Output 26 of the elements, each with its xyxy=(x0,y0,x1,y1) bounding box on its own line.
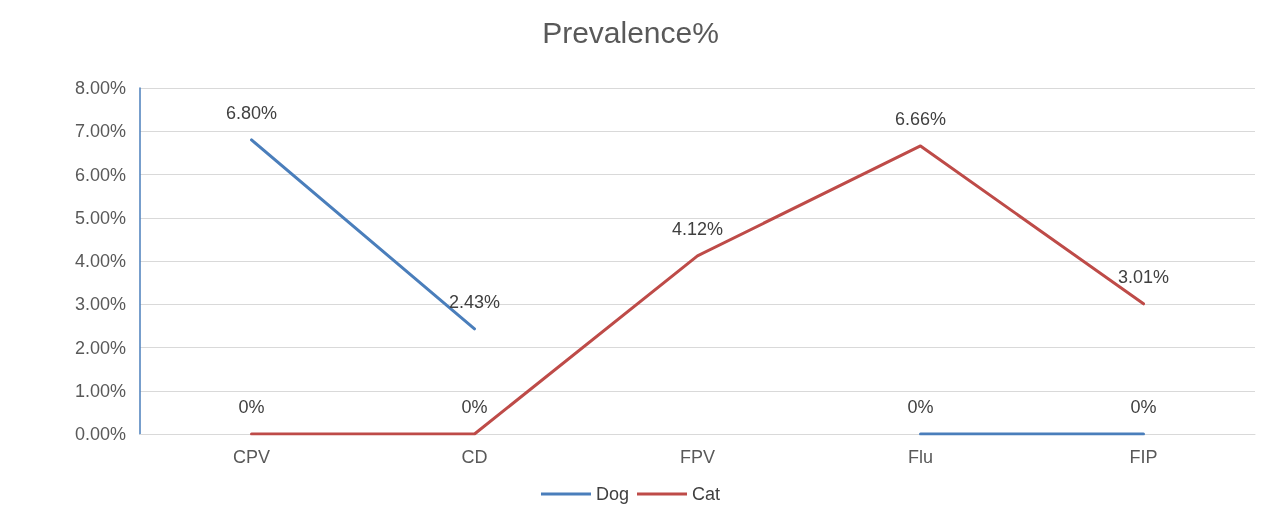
data-label: 0% xyxy=(238,397,265,417)
legend-label: Cat xyxy=(692,484,721,504)
y-tick-label: 1.00% xyxy=(74,380,126,401)
x-tick-label: CPV xyxy=(232,447,271,467)
y-tick-label: 4.00% xyxy=(74,251,126,271)
x-tick-label: FPV xyxy=(679,447,716,467)
data-label: 6.80% xyxy=(225,102,278,123)
y-tick-label: 6.00% xyxy=(74,164,126,185)
x-tick-label: CD xyxy=(461,447,488,467)
y-tick-label: 2.00% xyxy=(74,337,126,358)
y-tick-label: 0.00% xyxy=(74,424,126,444)
legend-label: Dog xyxy=(595,484,630,504)
data-label: 0% xyxy=(907,397,934,417)
y-tick-label: 8.00% xyxy=(74,78,126,98)
data-label: 0% xyxy=(1130,397,1157,417)
y-tick-label: 5.00% xyxy=(74,207,126,228)
x-tick-label: FIP xyxy=(1129,447,1158,467)
y-tick-label: 3.00% xyxy=(74,294,126,315)
data-label: 2.43% xyxy=(448,291,501,312)
data-label: 0% xyxy=(461,397,488,417)
y-tick-label: 7.00% xyxy=(74,121,126,142)
data-label: 4.12% xyxy=(671,218,724,239)
chart-title: Prevalence% xyxy=(542,15,719,49)
x-tick-label: Flu xyxy=(907,447,934,467)
data-label: 6.66% xyxy=(894,108,947,129)
data-label: 3.01% xyxy=(1117,266,1170,287)
